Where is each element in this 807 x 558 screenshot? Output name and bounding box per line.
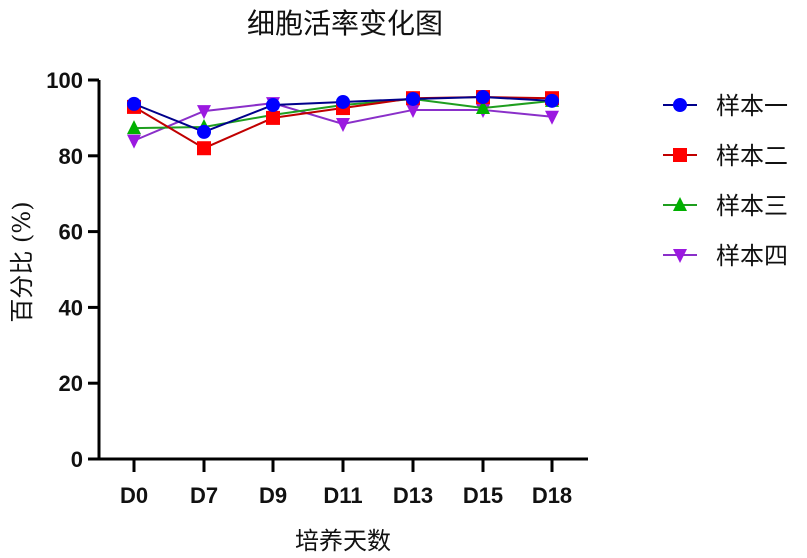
- legend-marker-icon: [673, 249, 687, 263]
- data-point: [266, 98, 280, 113]
- data-point: [406, 103, 420, 118]
- legend-marker-icon: [673, 148, 687, 162]
- x-tick-label: D11: [323, 483, 362, 508]
- legend-label: 样本三: [716, 192, 788, 220]
- legend-marker-icon: [673, 197, 687, 211]
- y-tick-label: 80: [59, 144, 83, 169]
- data-point: [197, 141, 211, 156]
- x-tick-label: D18: [532, 483, 572, 508]
- legend-item: 样本三: [663, 192, 788, 220]
- y-tick-label: 0: [71, 447, 83, 472]
- series-1: [127, 90, 559, 139]
- data-point: [127, 96, 141, 111]
- x-tick-label: D13: [393, 483, 433, 508]
- data-point: [406, 91, 420, 106]
- legend-item: 样本一: [663, 92, 788, 120]
- x-tick-label: D7: [190, 483, 218, 508]
- data-point: [127, 134, 141, 149]
- y-tick-label: 100: [46, 68, 83, 93]
- y-axis-title: 百分比 (%): [8, 201, 36, 322]
- x-tick-label: D9: [259, 483, 287, 508]
- data-point: [476, 100, 490, 115]
- data-point: [476, 90, 490, 105]
- legend-item: 样本二: [663, 142, 788, 170]
- legend-label: 样本一: [716, 92, 788, 120]
- y-tick-label: 40: [59, 295, 83, 320]
- y-tick-label: 20: [59, 371, 83, 396]
- legend-label: 样本四: [716, 242, 788, 270]
- data-point: [197, 105, 211, 120]
- legend-marker-icon: [673, 98, 687, 112]
- data-point: [545, 93, 559, 108]
- x-tick-label: D0: [120, 483, 148, 508]
- data-point: [266, 110, 280, 125]
- data-point: [336, 94, 350, 109]
- data-point: [336, 117, 350, 132]
- data-point: [127, 120, 141, 135]
- chart-title: 细胞活率变化图: [246, 7, 443, 40]
- legend-item: 样本四: [663, 242, 788, 270]
- legend-label: 样本二: [716, 142, 788, 170]
- y-tick-label: 60: [59, 220, 83, 245]
- data-point: [545, 110, 559, 125]
- x-axis-title: 培养天数: [295, 527, 391, 555]
- x-tick-label: D15: [463, 483, 503, 508]
- data-point: [197, 124, 211, 139]
